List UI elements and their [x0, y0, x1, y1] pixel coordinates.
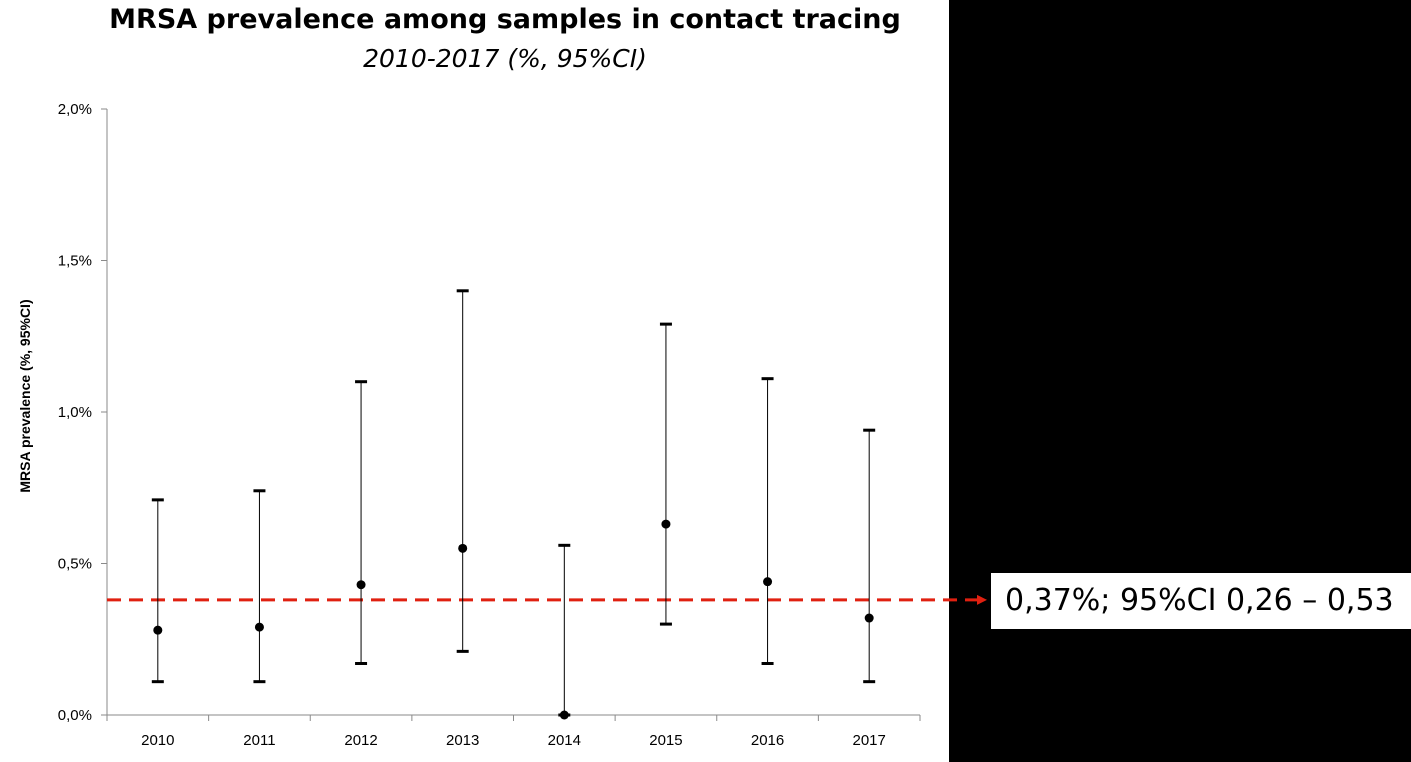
data-point: [458, 543, 468, 553]
y-tick-label: 0,0%: [58, 707, 92, 724]
data-point: [559, 710, 569, 720]
data-point: [356, 580, 366, 590]
data-point: [763, 577, 773, 587]
pooled-estimate-annotation: 0,37%; 95%CI 0,26 – 0,53: [991, 573, 1411, 629]
y-tick-label: 1,0%: [58, 404, 92, 421]
data-point: [153, 625, 163, 635]
data-point: [661, 519, 671, 529]
y-tick-label: 1,5%: [58, 253, 92, 270]
x-tick-label: 2017: [853, 732, 886, 749]
x-tick-label: 2011: [243, 732, 275, 749]
x-tick-label: 2014: [548, 732, 581, 749]
x-tick-label: 2016: [751, 732, 784, 749]
black-panel: [949, 0, 1411, 762]
chart-subtitle: 2010-2017 (%, 95%CI): [363, 44, 647, 73]
x-tick-label: 2012: [344, 732, 377, 749]
y-tick-label: 2,0%: [58, 101, 92, 118]
x-tick-label: 2013: [446, 732, 479, 749]
data-point: [864, 613, 874, 623]
x-tick-label: 2010: [141, 732, 174, 749]
data-point: [254, 622, 264, 632]
chart-title: MRSA prevalence among samples in contact…: [109, 4, 901, 35]
y-tick-label: 0,5%: [58, 556, 92, 573]
x-tick-label: 2015: [649, 732, 682, 749]
